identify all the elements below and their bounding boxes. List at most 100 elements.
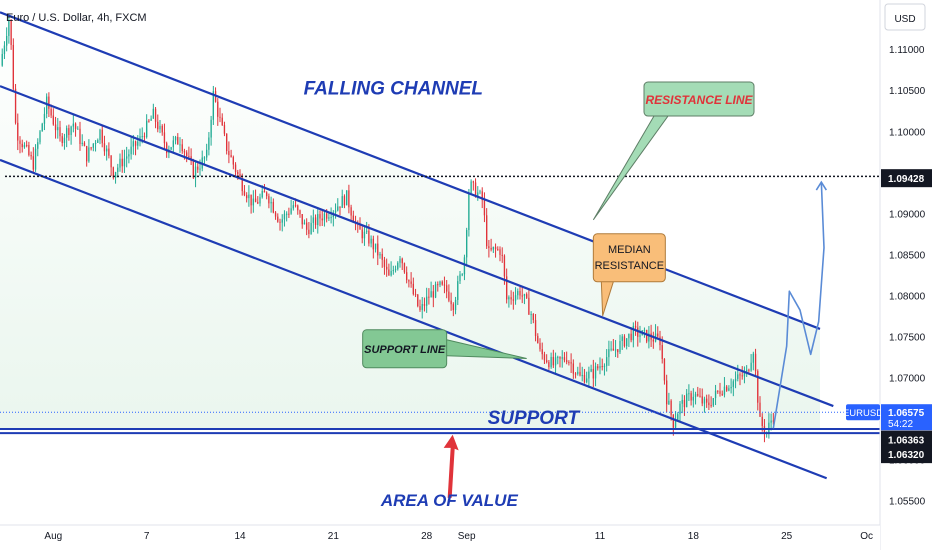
candle (488, 239, 490, 258)
candle (312, 209, 314, 233)
candle (566, 351, 568, 365)
candle (628, 333, 630, 347)
candle (61, 133, 63, 147)
candle (268, 193, 270, 209)
candle (163, 123, 166, 149)
candle (388, 263, 390, 276)
time-axis[interactable]: Aug 7 14 21 28 Sep 11 18 25 Oc (44, 531, 873, 542)
candle (623, 334, 626, 348)
candle (32, 147, 34, 172)
candle (130, 137, 132, 160)
candle (599, 357, 601, 375)
candle (106, 145, 108, 161)
candle (194, 160, 197, 188)
candle (757, 369, 759, 411)
candle (281, 214, 283, 232)
support-callout-pointer (446, 339, 527, 359)
candle (401, 257, 403, 270)
candle (592, 359, 594, 388)
candle (712, 397, 714, 408)
candle (610, 341, 612, 352)
price-tick-label: 1.07000 (889, 373, 926, 384)
candle (337, 198, 339, 212)
candle (770, 413, 772, 431)
candle (146, 114, 148, 139)
candle (110, 154, 112, 176)
candle (79, 121, 81, 151)
currency-button[interactable]: USD (884, 3, 926, 31)
candle (666, 374, 668, 413)
candle (419, 299, 421, 312)
candle (688, 384, 690, 402)
candle (466, 227, 468, 267)
candle (421, 297, 423, 319)
channel-line-upper[interactable] (0, 11, 821, 330)
candle (328, 212, 330, 221)
price-badge (881, 445, 932, 464)
support-label[interactable]: SUPPORT (488, 408, 581, 429)
channel-line-lower[interactable] (0, 158, 828, 480)
candle (468, 188, 470, 237)
candle (394, 265, 397, 273)
candle (528, 290, 530, 315)
candle (14, 83, 17, 125)
candle (277, 213, 279, 223)
resistance-callout-box[interactable] (643, 81, 755, 117)
candle (319, 210, 321, 227)
candle (732, 379, 734, 397)
candle (374, 243, 377, 253)
candle (26, 140, 28, 148)
time-tick-label: Oc (860, 531, 873, 542)
candle (248, 185, 250, 207)
candle (339, 206, 341, 216)
price-badge-label: 1.06363 (888, 436, 925, 447)
candle (474, 178, 477, 198)
candle (234, 162, 237, 178)
candle (499, 246, 501, 262)
candle (90, 146, 92, 151)
candle (726, 385, 728, 392)
candle (588, 366, 590, 388)
candle (677, 412, 679, 421)
candle (648, 326, 650, 349)
support-line-box[interactable] (362, 329, 448, 369)
candle (68, 124, 70, 141)
median-resistance-label-1: MEDIAN (608, 244, 651, 256)
candle (201, 150, 203, 172)
candle (288, 207, 290, 219)
candle (417, 293, 419, 308)
candle (479, 189, 481, 195)
candle (550, 352, 552, 369)
candle (17, 113, 19, 151)
candle (534, 313, 537, 342)
forecast-path (772, 182, 825, 429)
candle (452, 302, 454, 317)
candle (694, 391, 697, 405)
candle (274, 211, 277, 220)
area-of-value-label[interactable]: AREA OF VALUE (380, 491, 519, 510)
candle (559, 356, 561, 368)
candle (306, 218, 308, 236)
median-resistance-box[interactable] (592, 233, 666, 283)
candle (43, 107, 46, 131)
candle (181, 139, 183, 154)
candle (612, 338, 614, 351)
candle (59, 120, 61, 142)
candle (443, 276, 446, 294)
candle (657, 326, 659, 339)
candle (97, 138, 99, 144)
candle (739, 372, 741, 386)
candle (108, 142, 110, 159)
channel-line-median[interactable] (0, 85, 834, 408)
falling-channel-label[interactable]: FALLING CHANNEL (304, 78, 483, 99)
candle (88, 139, 90, 163)
time-tick-label: 7 (144, 531, 150, 542)
candle (34, 144, 37, 172)
price-axis-background (880, 0, 932, 550)
candle (594, 362, 597, 387)
candle (601, 358, 603, 371)
candle (210, 115, 212, 146)
symbol-tag[interactable] (846, 404, 880, 421)
candle (517, 288, 519, 300)
